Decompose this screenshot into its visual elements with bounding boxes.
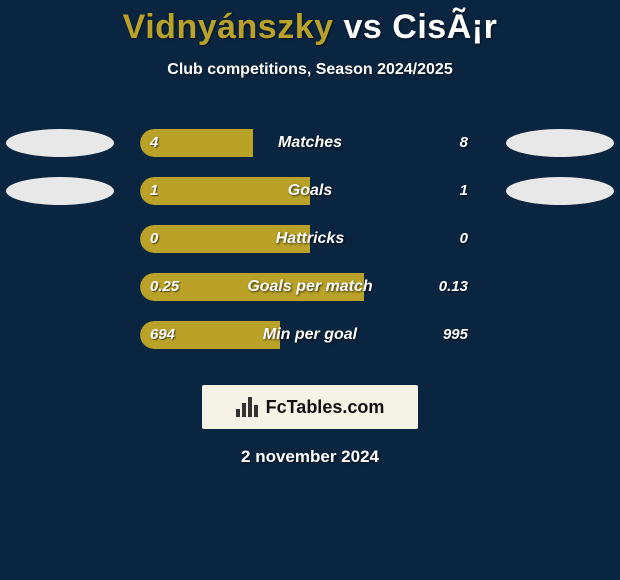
stat-row: 694995Min per goal xyxy=(0,311,620,359)
stat-bar-track xyxy=(140,177,480,205)
stat-value-right: 8 xyxy=(460,129,468,157)
stat-bar-right xyxy=(310,225,480,253)
stat-bar-left xyxy=(140,177,310,205)
competition-subtitle: Club competitions, Season 2024/2025 xyxy=(0,61,620,79)
player2-name: CisÃ¡r xyxy=(392,8,497,46)
stat-row: 48Matches xyxy=(0,119,620,167)
stat-bar-right xyxy=(310,177,480,205)
stats-list: 48Matches11Goals00Hattricks0.250.13Goals… xyxy=(0,119,620,359)
stat-value-right: 995 xyxy=(443,321,468,349)
brand-badge[interactable]: FcTables.com xyxy=(202,385,418,429)
brand-name: FcTables.com xyxy=(266,397,385,418)
stat-bar-track xyxy=(140,129,480,157)
player1-avatar xyxy=(6,129,114,157)
vs-separator: vs xyxy=(344,8,383,46)
footer-date: 2 november 2024 xyxy=(0,447,620,467)
stat-value-left: 0.25 xyxy=(150,273,179,301)
comparison-widget: Vidnyánszky vs CisÃ¡r Club competitions,… xyxy=(0,0,620,580)
stat-bar-left xyxy=(140,225,310,253)
bar-chart-icon xyxy=(236,397,260,417)
stat-bar-right xyxy=(253,129,480,157)
stat-bar-track xyxy=(140,273,480,301)
page-title: Vidnyánszky vs CisÃ¡r xyxy=(0,8,620,47)
stat-value-left: 4 xyxy=(150,129,158,157)
stat-bar-track xyxy=(140,225,480,253)
stat-bar-track xyxy=(140,321,480,349)
stat-row: 00Hattricks xyxy=(0,215,620,263)
player1-name: Vidnyánszky xyxy=(123,8,334,46)
stat-value-left: 1 xyxy=(150,177,158,205)
player2-avatar xyxy=(506,177,614,205)
stat-row: 11Goals xyxy=(0,167,620,215)
stat-value-right: 1 xyxy=(460,177,468,205)
stat-value-left: 694 xyxy=(150,321,175,349)
stat-value-left: 0 xyxy=(150,225,158,253)
stat-row: 0.250.13Goals per match xyxy=(0,263,620,311)
stat-value-right: 0.13 xyxy=(439,273,468,301)
stat-value-right: 0 xyxy=(460,225,468,253)
player1-avatar xyxy=(6,177,114,205)
player2-avatar xyxy=(506,129,614,157)
